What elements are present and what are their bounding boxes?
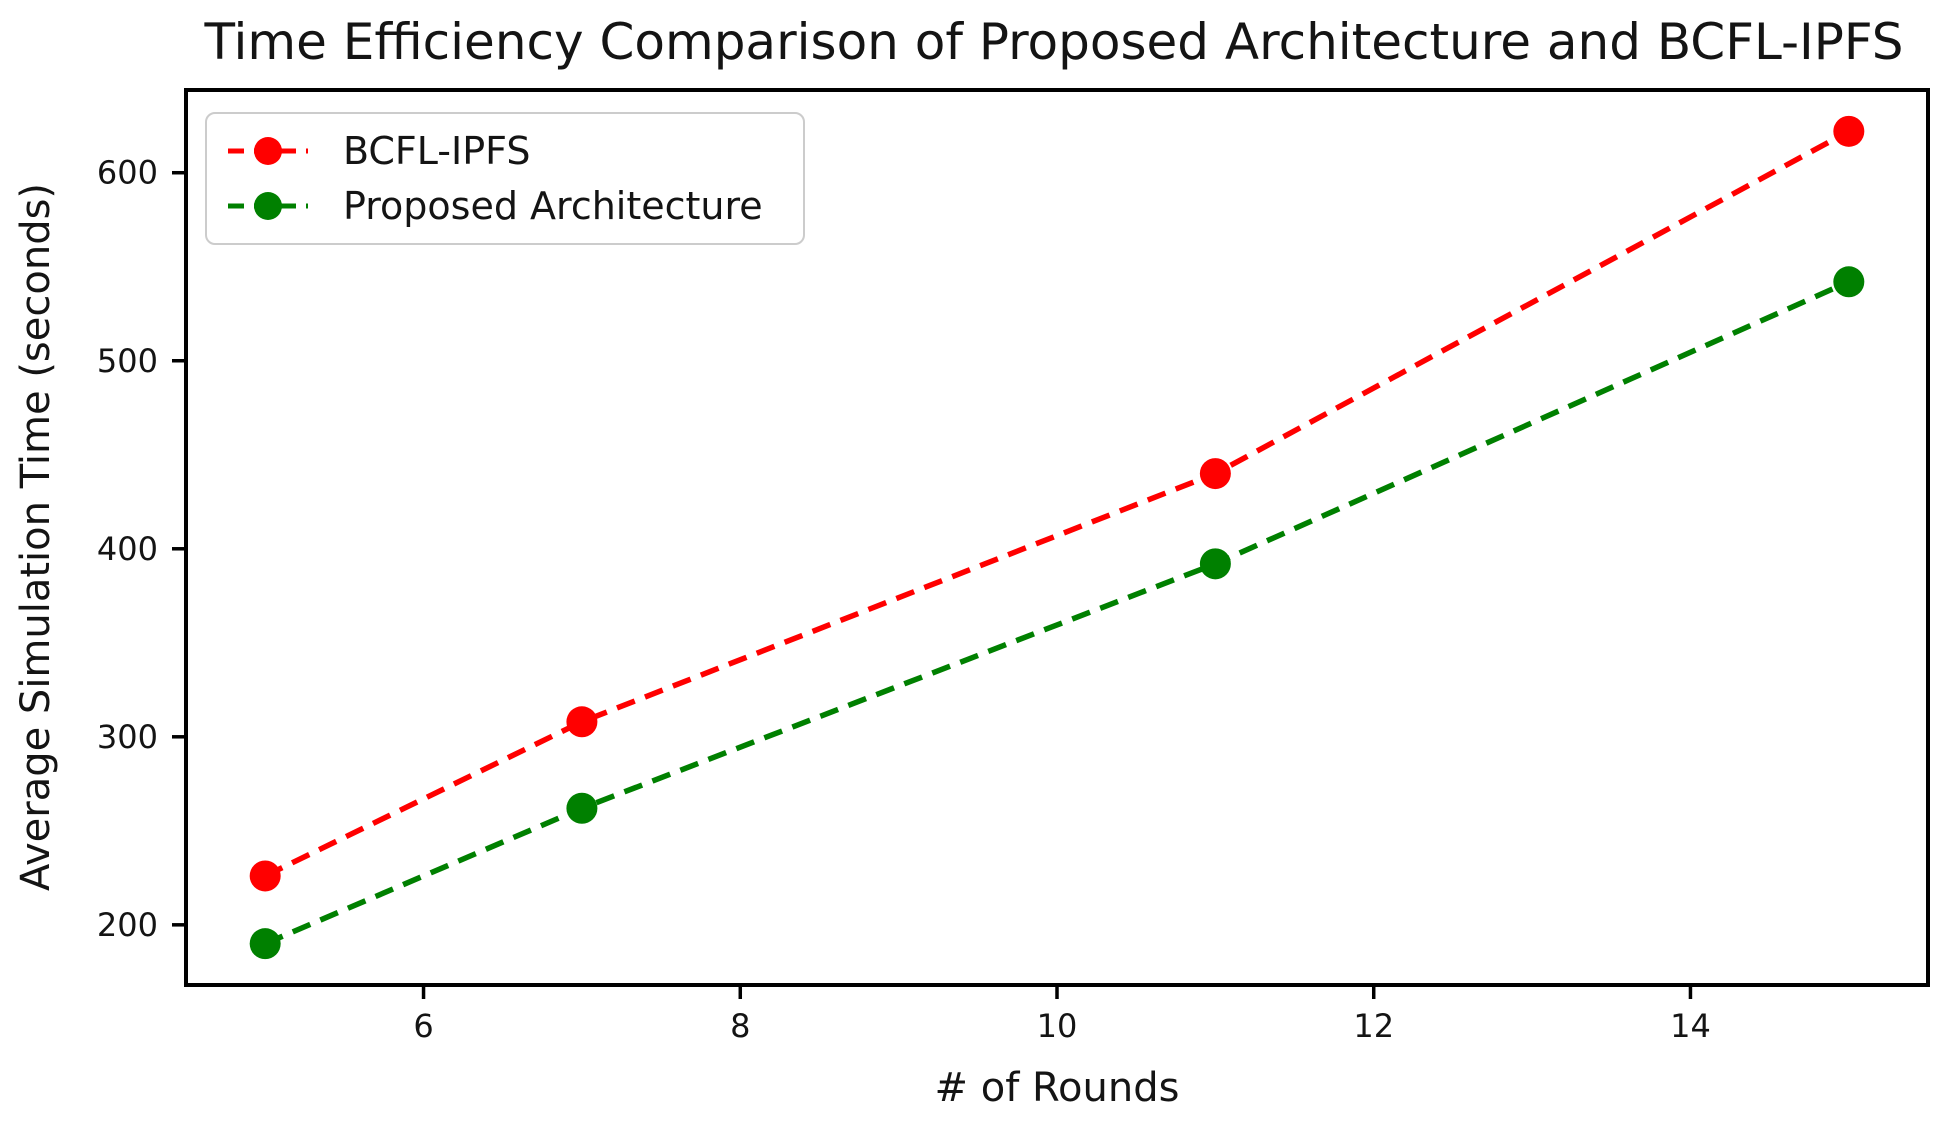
- data-point-bcfl-ipfs: [249, 860, 281, 892]
- data-point-proposed-architecture: [249, 928, 281, 960]
- data-point-bcfl-ipfs: [1833, 115, 1865, 147]
- legend-item-bcfl-ipfs: BCFL-IPFS: [225, 124, 785, 178]
- data-point-proposed-architecture: [1833, 266, 1865, 298]
- data-point-proposed-architecture: [566, 792, 598, 824]
- series-line-bcfl-ipfs: [263, 128, 1851, 879]
- y-tick-label: 500: [97, 342, 158, 380]
- x-tick-label: 12: [1353, 1007, 1394, 1045]
- data-point-proposed-architecture: [1199, 548, 1231, 580]
- legend: BCFL-IPFS Proposed Architecture: [205, 112, 805, 245]
- legend-line-marker-icon: [228, 137, 308, 166]
- y-tick-label: 200: [97, 906, 158, 944]
- data-point-bcfl-ipfs: [1199, 458, 1231, 490]
- legend-label-proposed-architecture: Proposed Architecture: [343, 183, 763, 228]
- x-axis-label: # of Rounds: [934, 1065, 1180, 1111]
- series-line-proposed-architecture: [264, 279, 1850, 947]
- x-tick-label: 8: [730, 1007, 750, 1045]
- y-tick-label: 300: [97, 718, 158, 756]
- x-tick-label: 6: [413, 1007, 433, 1045]
- legend-item-proposed-architecture: Proposed Architecture: [225, 179, 785, 233]
- legend-label-bcfl-ipfs: BCFL-IPFS: [343, 129, 531, 174]
- y-axis-label: Average Simulation Time (seconds): [13, 182, 59, 892]
- chart-title: Time Efficiency Comparison of Proposed A…: [204, 13, 1904, 71]
- legend-line-marker-icon: [228, 191, 308, 220]
- y-tick-label: 400: [97, 530, 158, 568]
- x-tick-label: 14: [1670, 1007, 1711, 1045]
- data-point-bcfl-ipfs: [566, 706, 598, 738]
- y-tick-label: 600: [97, 154, 158, 192]
- x-tick-label: 10: [1037, 1007, 1078, 1045]
